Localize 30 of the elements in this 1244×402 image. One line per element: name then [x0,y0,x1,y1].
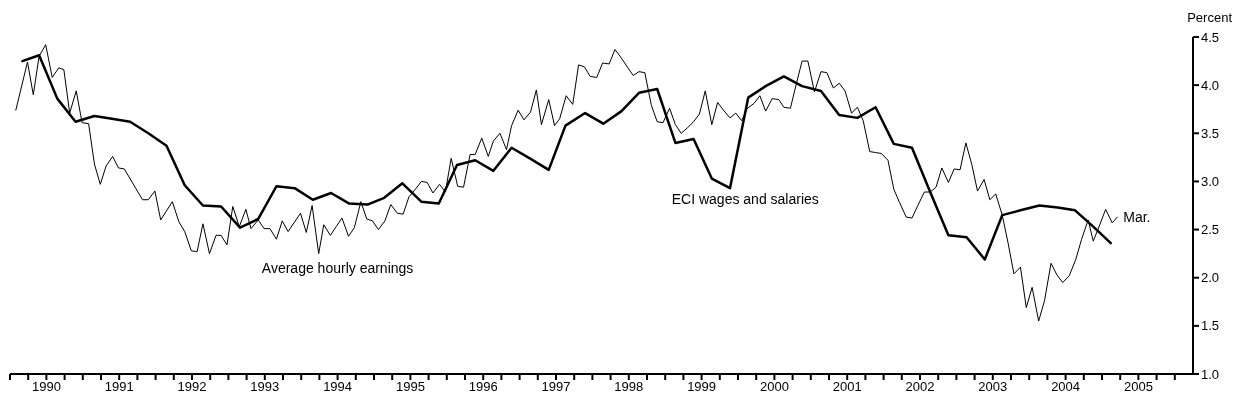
series-label: Average hourly earnings [261,260,414,277]
x-tick-label: 1997 [541,379,571,395]
x-tick-label: 1993 [250,379,280,395]
x-tick-label: 1999 [687,379,717,395]
x-tick-label: 1994 [323,379,353,395]
y-axis-title: Percent [1187,10,1232,25]
x-tick-label: 2004 [1051,379,1081,395]
x-tick-label: 2001 [832,379,862,395]
y-tick-label: 1.0 [1201,366,1220,382]
x-tick-label: 1996 [468,379,498,395]
x-tick-label: 1992 [177,379,207,395]
x-tick-label: 2005 [1123,379,1153,395]
series-label: ECI wages and salaries [671,190,819,207]
y-tick-label: 4.5 [1201,29,1220,45]
y-tick-label: 2.0 [1201,270,1220,286]
y-tick-label: 1.5 [1201,318,1220,334]
x-tick-label: 2000 [759,379,789,395]
line-series [21,54,1112,261]
annotation: Mar. [1123,209,1151,226]
x-tick-label: 1995 [395,379,425,395]
line-series [15,44,1118,322]
x-tick-label: 2003 [978,379,1008,395]
y-tick-label: 2.5 [1201,222,1220,238]
y-tick-label: 4.0 [1201,77,1220,93]
x-tick-label: 2002 [905,379,935,395]
x-tick-label: 1991 [104,379,134,395]
x-tick-label: 1990 [31,379,61,395]
x-tick-label: 1998 [614,379,644,395]
y-tick-label: 3.0 [1201,174,1220,190]
y-tick-label: 3.5 [1201,125,1220,141]
